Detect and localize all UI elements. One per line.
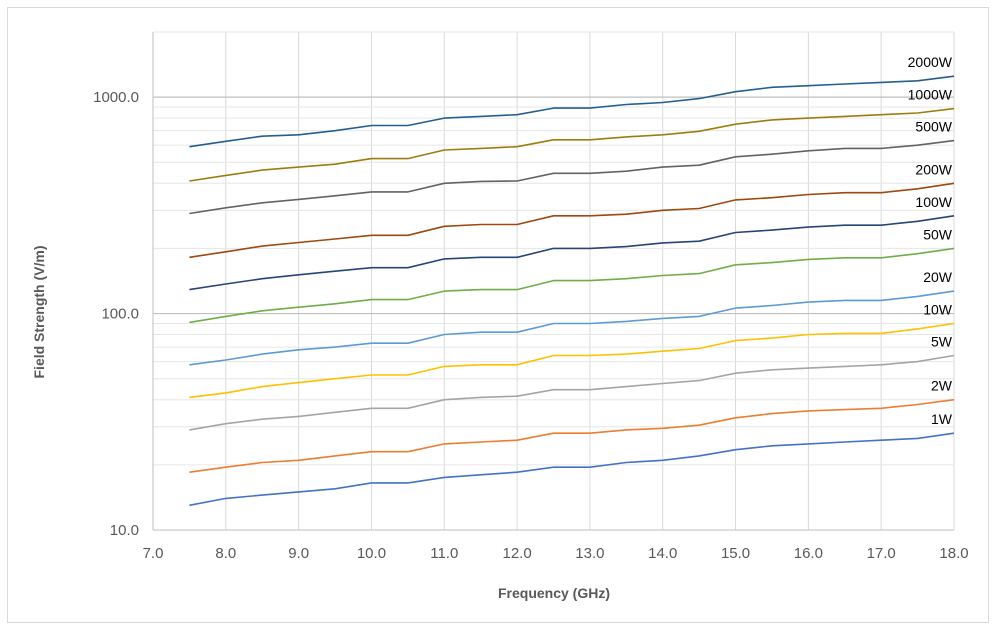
x-tick-label: 12.0 bbox=[502, 545, 531, 562]
grid bbox=[153, 31, 955, 530]
series-line-1000w bbox=[189, 107, 955, 182]
x-tick-label: 13.0 bbox=[575, 545, 604, 562]
series-label-200w: 200W bbox=[915, 161, 952, 177]
series-label-500w: 500W bbox=[915, 119, 952, 135]
series-labels: 2000W 1000W 500W 200W 100W 50W 20W 10W 5W 2W 1W bbox=[908, 54, 953, 427]
x-tick-label: 18.0 bbox=[939, 545, 968, 562]
x-tick-label: 14.0 bbox=[648, 545, 677, 562]
series-line-50w bbox=[189, 247, 955, 324]
x-axis-title: Frequency (GHz) bbox=[498, 585, 610, 601]
x-tick-label: 10.0 bbox=[357, 545, 386, 562]
series-label-1000w: 1000W bbox=[908, 87, 953, 103]
chart-border bbox=[7, 7, 989, 623]
series-lines bbox=[189, 75, 955, 507]
x-tick-label: 7.0 bbox=[143, 545, 164, 562]
series-line-2000w bbox=[189, 75, 955, 148]
series-label-50w: 50W bbox=[923, 226, 953, 242]
series-label-20w: 20W bbox=[923, 269, 953, 285]
axes bbox=[152, 32, 954, 531]
x-tick-label: 11.0 bbox=[430, 545, 458, 562]
series-line-500w bbox=[189, 139, 955, 215]
x-tick-label: 8.0 bbox=[215, 545, 236, 562]
series-line-10w bbox=[189, 322, 955, 399]
series-label-1w: 1W bbox=[931, 411, 953, 427]
y-tick-label: 10.0 bbox=[110, 522, 139, 539]
y-axis-title: Field Strength (V/m) bbox=[31, 246, 47, 379]
series-label-10w: 10W bbox=[923, 301, 953, 317]
series-label-100w: 100W bbox=[915, 194, 952, 210]
x-tick-label: 16.0 bbox=[794, 545, 823, 562]
y-tick-label: 100.0 bbox=[101, 306, 139, 323]
series-line-5w bbox=[189, 354, 955, 431]
x-tick-label: 9.0 bbox=[288, 545, 309, 562]
series-line-200w bbox=[189, 182, 955, 259]
y-tick-label: 1000.0 bbox=[93, 89, 139, 106]
x-tick-label: 15.0 bbox=[721, 545, 750, 562]
series-label-2000w: 2000W bbox=[908, 54, 953, 70]
series-label-5w: 5W bbox=[931, 334, 953, 350]
series-line-2w bbox=[189, 398, 955, 473]
series-line-1w bbox=[189, 432, 955, 507]
series-line-20w bbox=[189, 290, 955, 366]
tick-labels: 7.0 8.0 9.0 10.0 11.0 12.0 13.0 14.0 15.0 16.0 17.… bbox=[93, 89, 968, 562]
series-label-2w: 2W bbox=[931, 378, 953, 394]
series-line-100w bbox=[189, 215, 955, 291]
x-tick-label: 17.0 bbox=[867, 545, 896, 562]
